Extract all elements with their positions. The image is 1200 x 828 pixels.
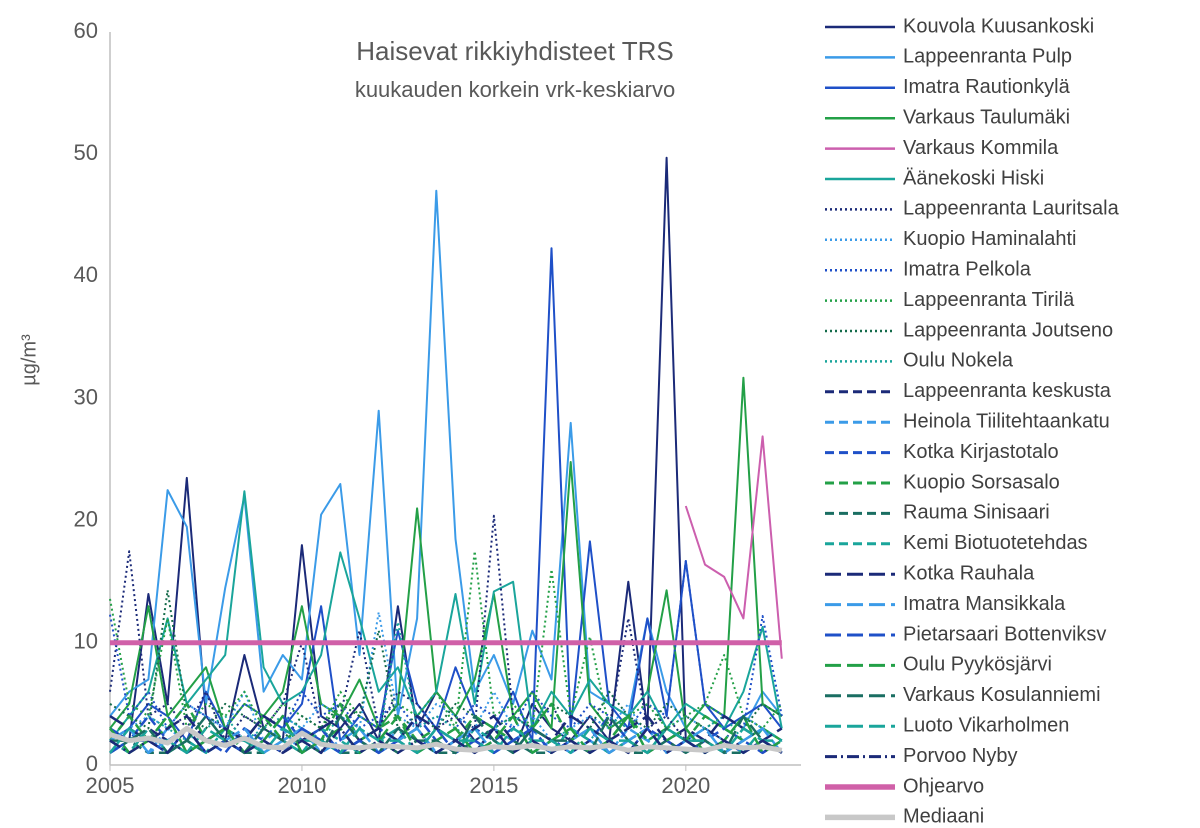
series-line xyxy=(109,589,783,742)
legend-label: Varkaus Kosulanniemi xyxy=(903,684,1101,706)
legend-label: Lappeenranta Lauritsala xyxy=(903,198,1120,220)
series-line xyxy=(109,714,783,755)
legend-label: Lappeenranta keskusta xyxy=(903,380,1112,402)
series-line xyxy=(109,727,782,755)
legend-label: Varkaus Taulumäki xyxy=(903,106,1070,128)
y-tick-label: 20 xyxy=(74,506,98,531)
y-tick-label: 10 xyxy=(74,629,98,654)
series-line xyxy=(684,435,783,659)
series-line xyxy=(109,514,783,742)
series-line xyxy=(109,725,783,753)
legend-label: Luoto Vikarholmen xyxy=(903,714,1069,736)
legend-label: Mediaani xyxy=(903,806,984,828)
legend-label: Äänekoski Hiski xyxy=(903,167,1044,189)
legend-label: Imatra Rautionkylä xyxy=(903,76,1071,98)
legend-label: Lappeenranta Joutseno xyxy=(903,319,1113,341)
legend-label: Heinola Tiilitehtaankatu xyxy=(903,410,1110,432)
y-axis-label: µg/m³ xyxy=(18,334,40,386)
series-line xyxy=(109,156,783,754)
legend-label: Rauma Sinisaari xyxy=(903,502,1050,524)
y-tick-label: 60 xyxy=(74,18,98,43)
x-tick-label: 2010 xyxy=(277,773,326,798)
legend-label: Imatra Mansikkala xyxy=(903,593,1066,615)
legend-label: Kuopio Haminalahti xyxy=(903,228,1076,250)
legend-label: Porvoo Nyby xyxy=(903,745,1018,767)
legend-label: Kuopio Sorsasalo xyxy=(903,471,1060,493)
y-tick-label: 40 xyxy=(74,262,98,287)
legend-label: Lappeenranta Pulp xyxy=(903,46,1072,68)
series-line xyxy=(109,611,783,742)
x-tick-label: 2015 xyxy=(469,773,518,798)
legend-label: Kotka Rauhala xyxy=(903,562,1035,584)
legend-label: Oulu Pyykösjärvi xyxy=(903,654,1052,676)
legend-label: Kotka Kirjastotalo xyxy=(903,441,1059,463)
y-tick-label: 30 xyxy=(74,384,98,409)
chart-subtitle: kuukauden korkein vrk-keskiarvo xyxy=(355,77,675,102)
legend-label: Lappeenranta Tirilä xyxy=(903,289,1075,311)
legend-label: Imatra Pelkola xyxy=(903,258,1032,280)
series-line xyxy=(109,621,783,742)
legend-label: Kemi Biotuotetehdas xyxy=(903,532,1088,554)
legend-label: Kouvola Kuusankoski xyxy=(903,15,1094,37)
legend-label: Oulu Nokela xyxy=(903,350,1014,372)
legend-label: Pietarsaari Bottenviksv xyxy=(903,623,1106,645)
chart-title: Haisevat rikkiyhdisteet TRS xyxy=(356,36,673,66)
y-tick-label: 0 xyxy=(86,751,98,776)
legend-label: Varkaus Kommila xyxy=(903,137,1059,159)
legend-label: Ohjearvo xyxy=(903,775,984,797)
y-tick-label: 50 xyxy=(74,140,98,165)
series-line xyxy=(109,550,783,730)
x-tick-label: 2020 xyxy=(661,773,710,798)
x-tick-label: 2005 xyxy=(86,773,135,798)
series-line xyxy=(109,247,783,742)
